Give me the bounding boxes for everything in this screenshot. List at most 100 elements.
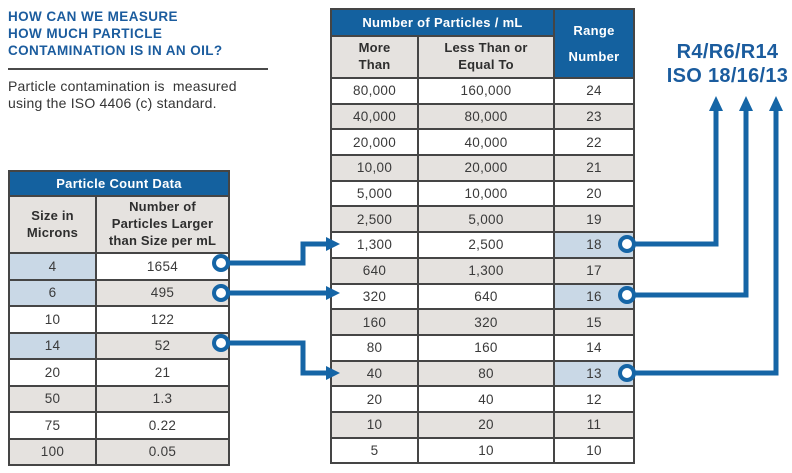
count-cell: 21 xyxy=(95,358,230,387)
page-title-line: HOW MUCH PARTICLE xyxy=(8,26,163,41)
range-row: 10 20 11 xyxy=(330,410,636,439)
particle-count-table: Particle Count Data Size in Microns Numb… xyxy=(8,170,230,466)
size-cell: 10 xyxy=(8,305,97,334)
iso-range-table-title: Number of Particles / mL xyxy=(329,8,556,37)
less-equal-cell: 640 xyxy=(416,282,556,311)
less-equal-cell: 20 xyxy=(416,410,556,439)
less-equal-cell: 10 xyxy=(416,436,556,465)
more-than-cell: 40,000 xyxy=(330,102,419,131)
more-than-cell: 160 xyxy=(330,308,419,336)
less-equal-cell: 40 xyxy=(416,385,556,413)
more-than-cell: 5,000 xyxy=(330,179,419,208)
page-title-line: HOW CAN WE MEASURE xyxy=(8,9,178,24)
range-row: 20,000 40,000 22 xyxy=(330,128,636,157)
less-equal-cell: 2,500 xyxy=(416,231,556,259)
range-number-cell: 16 xyxy=(553,282,636,311)
intro-description-line: using the ISO 4406 (c) standard. xyxy=(8,95,217,111)
size-cell: 4 xyxy=(8,252,97,281)
less-equal-cell: 160,000 xyxy=(416,77,556,105)
size-cell: 6 xyxy=(8,278,97,307)
page-title: HOW CAN WE MEASURE HOW MUCH PARTICLE CON… xyxy=(8,8,288,59)
count-cell: 1.3 xyxy=(95,384,230,413)
particle-count-row: 6 495 xyxy=(8,278,230,307)
more-than-cell: 5 xyxy=(330,436,419,465)
column-header-more-than: More Than xyxy=(330,35,419,79)
range-number-cell: 14 xyxy=(553,333,636,362)
count-cell: 495 xyxy=(95,278,230,307)
iso-range-table-header-row: More Than Less Than or Equal To xyxy=(330,35,634,79)
range-number-cell: 12 xyxy=(553,385,636,413)
range-row: 80,000 160,000 24 xyxy=(330,77,636,105)
particle-count-table-title: Particle Count Data xyxy=(8,170,230,197)
less-equal-cell: 80 xyxy=(416,359,556,388)
particle-count-row: 50 1.3 xyxy=(8,384,230,413)
range-row: 320 640 16 xyxy=(330,282,636,311)
more-than-cell: 80 xyxy=(330,333,419,362)
count-cell: 122 xyxy=(95,305,230,334)
range-row: 80 160 14 xyxy=(330,333,636,362)
intro-block: HOW CAN WE MEASURE HOW MUCH PARTICLE CON… xyxy=(8,8,288,112)
arrow-size14-to-range13 xyxy=(212,334,340,380)
range-row: 2,500 5,000 19 xyxy=(330,205,636,234)
range-number-cell: 13 xyxy=(553,359,636,388)
size-cell: 100 xyxy=(8,437,97,466)
particle-count-row: 75 0.22 xyxy=(8,411,230,440)
more-than-cell: 80,000 xyxy=(330,77,419,105)
count-cell: 52 xyxy=(95,331,230,360)
range-number-cell: 23 xyxy=(553,102,636,131)
particle-count-row: 100 0.05 xyxy=(8,437,230,466)
intro-description-line: Particle contamination is measured xyxy=(8,78,237,94)
arrow-size4-to-range18 xyxy=(212,237,340,272)
size-cell: 20 xyxy=(8,358,97,387)
particle-count-row: 14 52 xyxy=(8,331,230,360)
range-number-cell: 22 xyxy=(553,128,636,157)
range-number-cell: 24 xyxy=(553,77,636,105)
range-number-cell: 20 xyxy=(553,179,636,208)
range-number-cell: 19 xyxy=(553,205,636,234)
count-cell: 0.05 xyxy=(95,437,230,466)
column-header-less-than-or-equal: Less Than or Equal To xyxy=(416,35,556,79)
particle-count-table-header-row: Size in Microns Number of Particles Larg… xyxy=(8,195,230,254)
range-row: 5 10 10 xyxy=(330,436,636,465)
range-row: 40 80 13 xyxy=(330,359,636,388)
range-row: 160 320 15 xyxy=(330,308,636,336)
iso-range-table-title-row: Number of Particles / mL Range Number xyxy=(329,8,636,79)
arrow-range18-to-iso xyxy=(618,96,723,253)
size-cell: 75 xyxy=(8,411,97,440)
range-row: 640 1,300 17 xyxy=(330,256,636,285)
range-number-cell: 10 xyxy=(553,436,636,465)
range-number-cell: 15 xyxy=(553,308,636,336)
less-equal-cell: 160 xyxy=(416,333,556,362)
less-equal-cell: 320 xyxy=(416,308,556,336)
count-cell: 1654 xyxy=(95,252,230,281)
range-number-cell: 17 xyxy=(553,256,636,285)
particle-count-row: 20 21 xyxy=(8,358,230,387)
range-row: 10,00 20,000 21 xyxy=(330,154,636,182)
iso-rating-label: R4/R6/R14 ISO 18/16/13 xyxy=(650,40,792,88)
range-row: 5,000 10,000 20 xyxy=(330,179,636,208)
more-than-cell: 20 xyxy=(330,385,419,413)
particle-count-row: 4 1654 xyxy=(8,252,230,281)
less-equal-cell: 10,000 xyxy=(416,179,556,208)
range-number-cell: 21 xyxy=(553,154,636,182)
more-than-cell: 320 xyxy=(330,282,419,311)
less-equal-cell: 5,000 xyxy=(416,205,556,234)
more-than-cell: 20,000 xyxy=(330,128,419,157)
arrow-range13-to-iso xyxy=(618,96,783,382)
more-than-cell: 1,300 xyxy=(330,231,419,259)
arrow-range16-to-iso xyxy=(618,96,753,304)
iso-range-table: Number of Particles / mL Range Number Mo… xyxy=(329,8,636,465)
range-number-cell: 11 xyxy=(553,410,636,439)
less-equal-cell: 40,000 xyxy=(416,128,556,157)
count-cell: 0.22 xyxy=(95,411,230,440)
more-than-cell: 10 xyxy=(330,410,419,439)
more-than-cell: 10,00 xyxy=(330,154,419,182)
more-than-cell: 40 xyxy=(330,359,419,388)
more-than-cell: 2,500 xyxy=(330,205,419,234)
title-divider xyxy=(8,68,268,70)
intro-description: Particle contamination is measured using… xyxy=(8,78,288,112)
less-equal-cell: 80,000 xyxy=(416,102,556,131)
page-title-line: CONTAMINATION IS IN AN OIL? xyxy=(8,43,223,58)
iso-rating-r-codes: R4/R6/R14 xyxy=(676,41,779,63)
